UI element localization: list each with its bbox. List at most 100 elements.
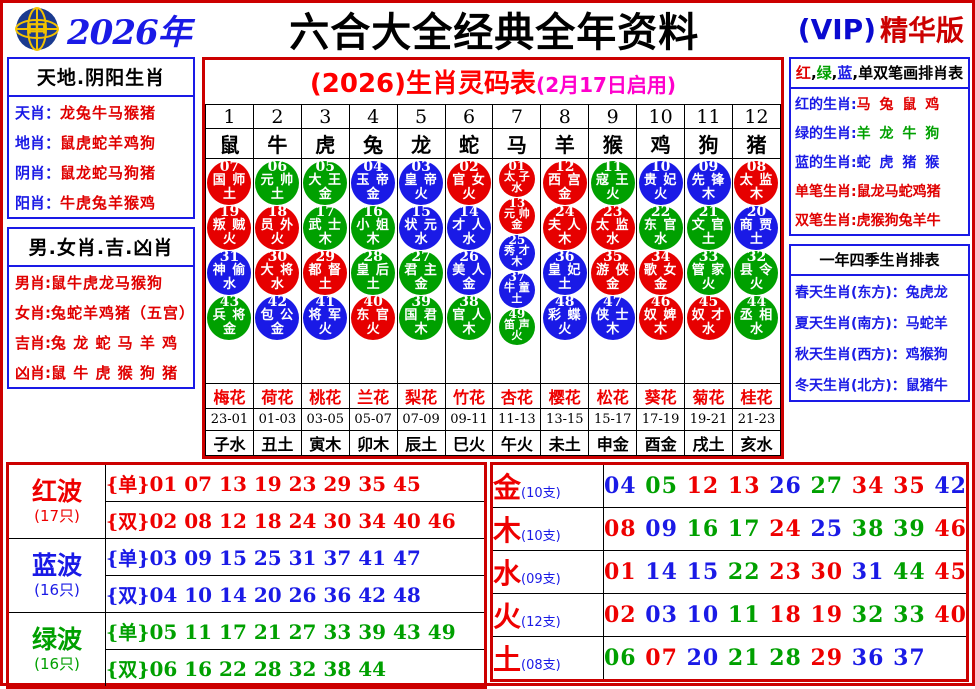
ball-number: 44	[746, 294, 767, 310]
zodiac-animal-cell-9: 鸡	[636, 128, 686, 159]
zodiac-ball[interactable]: 07 国 师土	[207, 160, 252, 205]
zodiac-ball[interactable]: 24 夫 人木	[542, 204, 587, 250]
zodiac-ball[interactable]: 43 兵 将金	[207, 295, 252, 340]
zodiac-ball[interactable]: 03 皇 帝火	[399, 160, 444, 205]
ball-title: 东 官	[643, 218, 678, 233]
ball-number: 18	[267, 204, 288, 220]
zodiac-ball[interactable]: 31 神 偷水	[207, 250, 252, 295]
ball-number: 24	[555, 204, 575, 220]
element-number: 15	[686, 559, 720, 585]
zodiac-ball[interactable]: 08 太 监木	[734, 160, 779, 205]
zodiac-ball[interactable]: 23 太 监水	[590, 205, 635, 250]
zodiac-number-cell-2: 3	[300, 104, 350, 129]
zodiac-ball[interactable]: 10 贵 妃火	[638, 160, 683, 205]
zodiac-ball[interactable]: 33 管 家火	[686, 250, 731, 295]
zodiac-ball[interactable]: 29 都 督土	[303, 250, 348, 295]
zodiac-table: 1 2 3 4 5 6 7 8 9 10 11 12 鼠牛虎兔龙蛇马羊猴鸡狗猪 07 国 师土 19 叛 贼…	[205, 104, 782, 456]
zodiac-ball[interactable]: 39 国 君木	[399, 295, 444, 340]
left-row-value: 兔蛇羊鸡猪（五宫）	[51, 304, 196, 322]
left-row-key: 吉肖:	[15, 334, 51, 352]
right-row-key: 双笔生肖:	[795, 213, 857, 229]
ball-number: 34	[650, 249, 671, 265]
zodiac-ball[interactable]: 05 大 王金	[303, 160, 348, 205]
ball-title: 大 将	[260, 263, 295, 278]
zodiac-ball[interactable]: 48 彩 蝶火	[542, 295, 587, 340]
zodiac-ball[interactable]: 47 侠 士木	[590, 295, 635, 340]
zodiac-ball[interactable]: 15 状 元水	[399, 205, 444, 250]
zodiac-ball[interactable]: 11 寇 王火	[590, 160, 635, 205]
zodiac-flower-cell-10: 菊花	[684, 383, 733, 409]
left-row-key: 天肖：	[15, 104, 61, 122]
wave-row: 红波 (17只) {单}01 07 13 19 23 29 35 45	[7, 463, 486, 539]
tiandi-yinyang-box: 天地.阴阳生肖 天肖：龙兔牛马猴猪 地肖：鼠虎蛇羊鸡狗 阴肖：鼠龙蛇马狗猪 阳肖：牛虎…	[7, 57, 195, 219]
zodiac-ball[interactable]: 35 游 侠金	[590, 250, 635, 295]
zodiac-ball[interactable]: 46 奴 婢木	[638, 295, 683, 340]
zodiac-ball[interactable]: 06 元 帅土	[255, 160, 300, 205]
zodiac-ball[interactable]: 36 皇 妃土	[542, 250, 587, 295]
zodiac-ball[interactable]: 14 才 人水	[446, 205, 491, 250]
ball-title: 小 姐	[356, 218, 390, 233]
element-count: (12支)	[521, 615, 561, 630]
zodiac-ball-column-5: 02 官 女火 14 才 人水 26 美 人金 38 官 人木	[444, 158, 494, 384]
zodiac-ball[interactable]: 37 牛 童土	[498, 271, 535, 308]
zodiac-flower-cell-9: 葵花	[636, 383, 686, 409]
zodiac-code-box: (2026)生肖灵码表(2月17日启用) 1 2 3 4 5 6 7 8 9 10 11 12 鼠牛虎…	[202, 57, 784, 459]
ball-element: 火	[222, 232, 236, 247]
zodiac-ball[interactable]: 20 商 贾土	[734, 205, 779, 250]
ball-number: 09	[698, 159, 719, 175]
ball-title: 奴 才	[691, 308, 726, 323]
ball-title: 太 监	[595, 218, 630, 233]
zodiac-ball[interactable]: 16 小 姐木	[351, 205, 396, 250]
zodiac-ball[interactable]: 12 西 宫金	[542, 160, 587, 205]
zodiac-ball[interactable]: 17 武 士木	[303, 205, 348, 250]
zodiac-ball[interactable]: 13 元 帅金	[498, 197, 535, 234]
zodiac-ball-column-0: 07 国 师土 19 叛 贼火 31 神 偷水 43 兵 将金	[205, 158, 254, 384]
zodiac-ball[interactable]: 42 包 公金	[255, 295, 300, 340]
zodiac-ball[interactable]: 02 官 女火	[446, 160, 491, 205]
element-number: 32	[851, 602, 885, 628]
odd-label: {单}	[106, 621, 150, 644]
zodiac-ball[interactable]: 49 笛 声火	[498, 308, 535, 345]
zodiac-ball[interactable]: 38 官 人木	[446, 295, 491, 340]
zodiac-ball[interactable]: 41 将 军火	[303, 295, 348, 340]
zodiac-animal-cell-3: 兔	[348, 128, 398, 159]
element-count: (08支)	[521, 658, 561, 673]
zodiac-ball[interactable]: 25 秀 才木	[498, 234, 535, 271]
zodiac-ball[interactable]: 30 大 将水	[255, 250, 300, 295]
ball-title: 太 子	[503, 170, 530, 183]
zodiac-ball[interactable]: 26 美 人金	[446, 250, 491, 295]
zodiac-animal-cell-5: 蛇	[444, 128, 494, 159]
zodiac-ball[interactable]: 45 奴 才水	[686, 295, 731, 340]
zodiac-ball[interactable]: 19 叛 贼火	[207, 205, 252, 250]
zodiac-ball-column-4: 03 皇 帝火 15 状 元水 27 君 主金 39 国 君木	[396, 158, 446, 384]
zodiac-ball[interactable]: 09 先 锋木	[686, 159, 731, 205]
zodiac-ball[interactable]: 21 文 官土	[686, 205, 731, 250]
ball-title: 奴 婢	[643, 308, 678, 323]
wave-count: (16只)	[34, 654, 80, 673]
zodiac-ball[interactable]: 01 太 子水	[498, 160, 535, 197]
zodiac-animal-cell-0: 鼠	[205, 128, 254, 159]
zodiac-ball[interactable]: 34 歌 女金	[638, 249, 683, 295]
zodiac-ball-column-2: 05 大 王金 17 武 士木 29 都 督土 41 将 军火	[300, 158, 350, 384]
zodiac-ball[interactable]: 40 东 官火	[351, 295, 396, 340]
svg-text:中: 中	[27, 18, 47, 42]
element-number: 26	[769, 473, 802, 499]
element-number: 03	[645, 602, 678, 628]
zodiac-number-cell-5: 6	[444, 104, 494, 129]
zodiac-ball[interactable]: 04 玉 帝金	[351, 160, 396, 205]
zodiac-flower-cell-0: 梅花	[205, 383, 254, 409]
ball-title: 美 人	[452, 263, 486, 278]
zodiac-ball[interactable]: 28 皇 后土	[351, 250, 396, 295]
zodiac-ball[interactable]: 32 县 令火	[734, 250, 779, 295]
element-row: 火(12支)02 03 10 11 18 19 32 33 40 41 48 4…	[491, 593, 968, 637]
right-row-1-4: 双笔生肖:虎猴狗兔羊牛	[791, 205, 968, 234]
ball-element: 土	[511, 292, 523, 305]
zodiac-ball[interactable]: 44 丞 相水	[734, 294, 779, 340]
zodiac-ball[interactable]: 22 东 官水	[638, 205, 683, 250]
zodiac-ball[interactable]: 18 员 外火	[255, 204, 300, 250]
right-row-value: 羊 龙 牛 狗	[856, 126, 942, 142]
zodiac-time-cell-11: 21-23	[731, 408, 782, 431]
ball-title: 状 元	[404, 218, 438, 233]
zodiac-ball[interactable]: 27 君 主金	[399, 250, 444, 295]
ball-element: 水	[606, 232, 620, 247]
